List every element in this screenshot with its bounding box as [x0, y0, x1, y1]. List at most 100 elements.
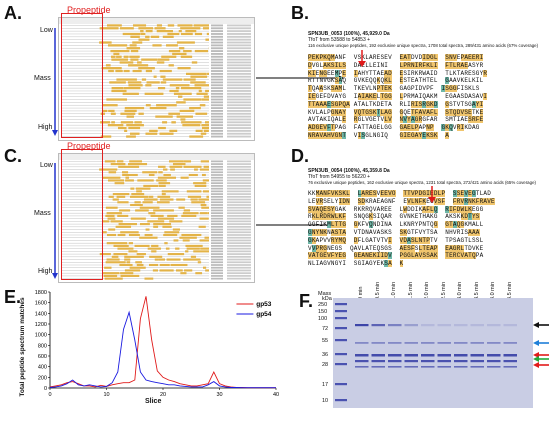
sequence-line: TTAAAESGPQA ATALTKDETA RLIRISRGKD GSTVTS… — [308, 101, 487, 109]
peptide-hit — [138, 113, 143, 115]
peptide-hit — [103, 272, 119, 274]
gel-band — [421, 354, 435, 357]
peptide-hit — [198, 261, 201, 263]
peptide-hit — [162, 193, 166, 195]
peptide-hit — [105, 215, 114, 217]
marker-band — [335, 327, 347, 329]
peptide-hit — [200, 218, 209, 220]
peptide-hit — [133, 24, 146, 26]
peptide-hit — [160, 264, 170, 266]
peptide-hit — [174, 93, 192, 95]
panel-d-label: D. — [291, 147, 309, 165]
peptide-hit — [185, 245, 202, 247]
peptide-hit — [176, 198, 185, 200]
sequence-line: NRAVAHVGNT VISGLNGIQ GIEGAYEKSK A — [308, 132, 487, 140]
peptide-hit — [204, 96, 209, 98]
peptide-hit — [177, 116, 193, 118]
gel-band — [471, 354, 485, 357]
peptide-hit — [184, 209, 190, 211]
peptide-hit — [175, 248, 179, 250]
peptide-hit — [135, 209, 149, 211]
peptide-hit — [147, 220, 164, 222]
gel-marker-label: 28 — [322, 361, 328, 369]
peptide-hit — [130, 44, 137, 46]
peptide-hit — [164, 242, 167, 244]
peptide-hit — [156, 104, 177, 106]
peptide-hit — [144, 198, 158, 200]
y-tick-label: 0 — [44, 386, 47, 392]
peptide-hit — [140, 223, 150, 225]
peptide-hit — [119, 209, 130, 211]
gel-marker-label: 72 — [322, 325, 328, 333]
panel-b-label: B. — [291, 4, 309, 22]
peptide-hit — [111, 121, 115, 123]
peptide-hit — [169, 130, 177, 132]
peptide-hit — [157, 201, 170, 203]
peptide-hit — [195, 185, 207, 187]
gel-band — [487, 360, 501, 362]
peptide-hit — [203, 267, 206, 269]
peptide-hit — [170, 168, 175, 170]
peptide-hit — [167, 258, 181, 260]
peptide-hit — [158, 218, 174, 220]
peptide-hit — [179, 47, 184, 49]
peptide-hit — [207, 212, 209, 214]
peptide-hit — [158, 127, 166, 129]
peptide-hit — [151, 215, 164, 217]
peptide-hit — [181, 121, 201, 123]
peptide-hit — [135, 245, 150, 247]
peptide-hit — [115, 70, 122, 72]
gel-band — [504, 342, 518, 344]
peptide-hit — [106, 98, 127, 100]
peptide-hit — [124, 110, 136, 112]
gel-band — [388, 324, 402, 326]
series-line-gp53 — [50, 296, 276, 387]
peptide-hit — [145, 234, 153, 236]
peptide-hit — [102, 67, 122, 69]
peptide-hit — [152, 44, 161, 46]
y-tick-label: 1400 — [35, 311, 47, 317]
panel-c-mass-label: Mass — [34, 210, 51, 218]
peptide-hit — [183, 78, 195, 80]
peptide-hit — [113, 193, 130, 195]
peptide-hit — [113, 253, 127, 255]
peptide-hit — [107, 258, 120, 260]
x-tick-label: 20 — [160, 392, 166, 398]
gel-band — [372, 342, 386, 344]
gel-background — [333, 298, 533, 408]
peptide-hit — [122, 174, 138, 176]
sequence-line: DVGLAKSILS DAELLEINI LPRNIRFKLI FTLRAEAS… — [308, 62, 487, 70]
peptide-hit — [195, 50, 208, 52]
panel-b-cleavage-arrow — [357, 50, 367, 68]
peptide-hit — [168, 253, 184, 255]
peptide-hit — [130, 267, 146, 269]
gel-marker-label: 10 — [322, 397, 328, 405]
peptide-hit — [134, 201, 140, 203]
marker-band — [335, 339, 347, 341]
peptide-hit — [153, 269, 158, 271]
peptide-hit — [200, 168, 209, 170]
peptide-hit — [111, 113, 116, 115]
peptide-hit — [129, 234, 140, 236]
peptide-hit — [181, 33, 193, 35]
peptide-hit — [124, 130, 127, 132]
gel-band — [487, 354, 501, 357]
sequence-line: RTTNVGKSAQ GVKEQQKQKL ESTEATHTEL GAAVKEL… — [308, 77, 487, 85]
peptide-hit — [191, 198, 198, 200]
peptide-hit — [130, 36, 139, 38]
peptide-hit — [195, 33, 202, 35]
sequence-line: GGFIKMLTTG GKFVQNDINA LKNRYPNTQG GTAQGKM… — [308, 221, 495, 229]
peptide-hit — [143, 185, 158, 187]
panel-a-high-label: High — [38, 124, 52, 132]
peptide-hit — [102, 177, 120, 179]
peptide-hit — [183, 239, 190, 241]
peptide-hit — [128, 250, 137, 252]
peptide-hit — [184, 269, 192, 271]
peptide-hit — [116, 56, 122, 58]
gel-band — [438, 366, 452, 368]
peptide-hit — [103, 110, 108, 112]
peptide-hit — [207, 73, 209, 75]
peptide-hit — [109, 171, 117, 173]
peptide-hit — [148, 248, 161, 250]
peptide-hit — [107, 242, 128, 244]
